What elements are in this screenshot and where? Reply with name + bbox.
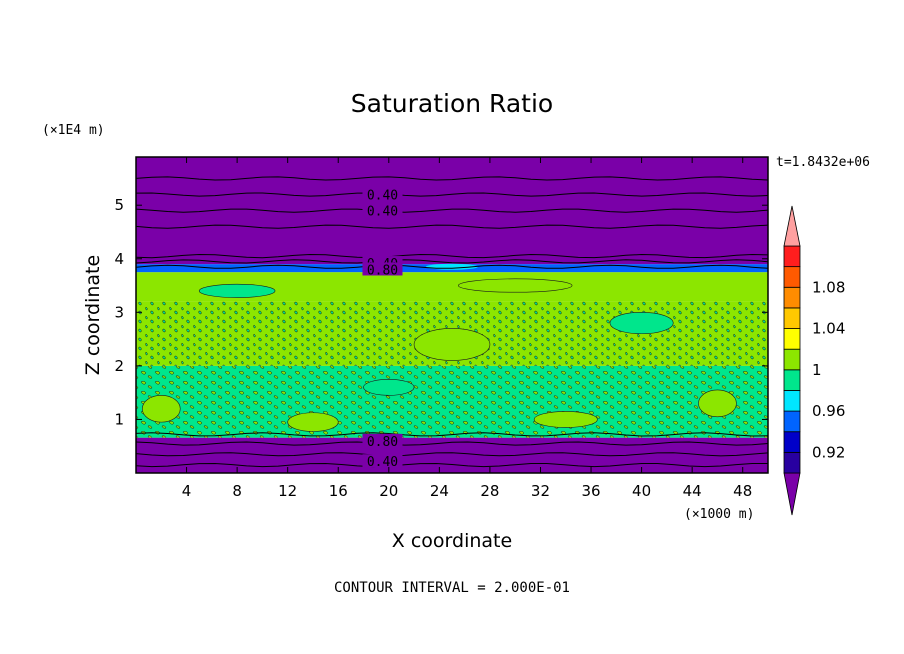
colorbar-swatch-8 xyxy=(783,307,801,329)
colorbar-label-3: 1.04 xyxy=(812,320,845,338)
colorbar-swatch-11 xyxy=(783,245,801,268)
colorbar-label-0: 0.92 xyxy=(812,443,845,461)
field-blob-5 xyxy=(198,283,276,298)
contour-line-8 xyxy=(136,441,768,446)
contour-line-2 xyxy=(136,208,768,213)
x-tick-label-11: 48 xyxy=(733,482,752,500)
x-tick-label-9: 40 xyxy=(632,482,651,500)
y-tick-label-1: 2 xyxy=(114,357,124,375)
contour-label-bg-1 xyxy=(362,203,403,217)
colorbar-label-1: 0.96 xyxy=(812,402,845,420)
colorbar: 0.92 0.96 1 1.04 1.08 xyxy=(783,205,845,516)
field-blob-0 xyxy=(142,395,181,423)
x-axis-label: X coordinate xyxy=(392,530,512,552)
field-blob-4 xyxy=(609,312,674,335)
y-tick-label-2: 3 xyxy=(114,303,124,321)
colorbar-swatch-0 xyxy=(783,472,801,516)
saturation-field xyxy=(136,157,768,473)
x-tick-label-10: 44 xyxy=(683,482,702,500)
contour-label-5: 0.40 xyxy=(367,455,398,470)
x-tick-label-4: 20 xyxy=(379,482,398,500)
chart-title: Saturation Ratio xyxy=(351,89,553,118)
contour-label-3: 0.80 xyxy=(367,263,398,278)
colorbar-label-2: 1 xyxy=(812,361,822,379)
field-blob-3 xyxy=(458,278,573,293)
contour-label-4: 0.80 xyxy=(367,435,398,450)
y-tick-label-0: 1 xyxy=(114,410,124,428)
contour-line-4 xyxy=(136,253,768,259)
x-tick-label-8: 36 xyxy=(581,482,600,500)
contour-line-7 xyxy=(136,432,768,437)
y-tick-label-3: 4 xyxy=(114,250,124,268)
time-label: t=1.8432e+06 xyxy=(776,155,870,170)
field-blob-2 xyxy=(413,328,491,361)
contour-line-0 xyxy=(136,176,768,181)
y-scale-label: (×1E4 m) xyxy=(42,123,105,138)
colorbar-swatch-9 xyxy=(783,286,801,309)
colorbar-swatch-12 xyxy=(783,205,801,247)
x-tick-label-3: 16 xyxy=(329,482,348,500)
field-blob-6 xyxy=(698,389,737,418)
contour-line-3 xyxy=(136,224,768,229)
field-band-5 xyxy=(136,157,768,265)
x-tick-label-5: 24 xyxy=(430,482,449,500)
colorbar-swatch-5 xyxy=(783,369,801,391)
field-band-1 xyxy=(136,365,768,438)
colorbar-swatch-6 xyxy=(783,348,801,371)
contour-interval-footer: CONTOUR INTERVAL = 2.000E-01 xyxy=(334,580,570,596)
colorbar-swatch-3 xyxy=(783,410,801,433)
contour-line-1 xyxy=(136,192,768,197)
y-axis-label: Z coordinate xyxy=(82,255,104,375)
contour-line-10 xyxy=(136,462,768,468)
colorbar-label-4: 1.08 xyxy=(812,278,845,296)
contour-lines: 0.400.400.400.800.800.40 xyxy=(136,176,768,470)
colorbar-swatch-2 xyxy=(783,431,801,453)
x-axis-ticks: 4 8 12 16 20 24 28 32 36 40 44 48 xyxy=(182,157,752,500)
contour-label-bg-4 xyxy=(362,433,403,447)
colorbar-swatch-4 xyxy=(783,390,801,412)
contour-label-1: 0.40 xyxy=(367,205,398,220)
field-blob-1 xyxy=(287,412,339,432)
x-tick-label-1: 8 xyxy=(232,482,242,500)
x-tick-label-2: 12 xyxy=(278,482,297,500)
x-tick-label-6: 28 xyxy=(480,482,499,500)
field-blob-7 xyxy=(363,378,415,396)
contour-label-0: 0.40 xyxy=(367,188,398,203)
y-axis-ticks: 1 2 3 4 5 xyxy=(114,196,768,428)
colorbar-swatch-7 xyxy=(783,328,801,350)
field-band-0 xyxy=(136,437,768,473)
y-tick-label-4: 5 xyxy=(114,196,124,214)
contour-label-bg-3 xyxy=(362,262,403,276)
colorbar-swatch-1 xyxy=(783,451,801,474)
x-tick-label-0: 4 xyxy=(182,482,192,500)
contour-label-bg-0 xyxy=(362,187,403,201)
colorbar-swatch-10 xyxy=(783,266,801,288)
field-blob-8 xyxy=(533,411,598,428)
contour-line-6 xyxy=(136,264,768,269)
x-tick-label-7: 32 xyxy=(531,482,550,500)
contour-line-5 xyxy=(136,259,768,264)
plot-frame xyxy=(135,156,769,474)
contour-line-9 xyxy=(136,452,768,457)
x-scale-label: (×1000 m) xyxy=(684,507,754,522)
contour-label-bg-5 xyxy=(362,454,403,468)
